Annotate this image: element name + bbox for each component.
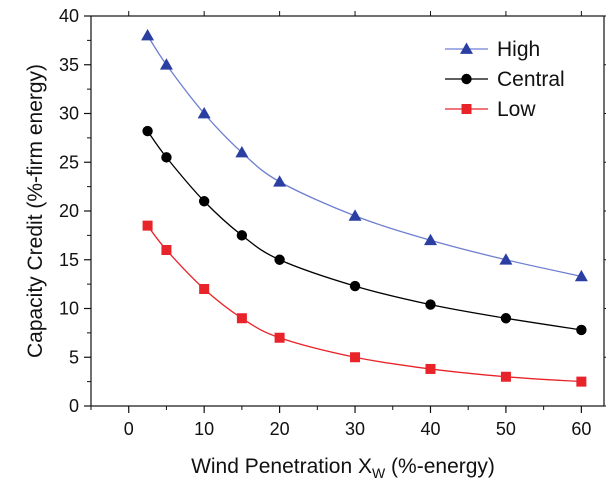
- data-point-low: [576, 376, 587, 387]
- legend-label-low: Low: [497, 98, 536, 121]
- y-tick-label: 40: [59, 6, 79, 26]
- series-line-low: [147, 225, 582, 383]
- data-point-low: [199, 284, 210, 294]
- data-point-high: [141, 29, 155, 41]
- y-tick-label: 25: [59, 152, 79, 172]
- data-point-high: [235, 146, 249, 158]
- legend-item-high: High: [445, 38, 540, 61]
- x-tick-label: 20: [270, 419, 290, 439]
- series-line-central: [147, 130, 582, 331]
- y-tick-label: 15: [59, 250, 79, 270]
- y-tick-label: 30: [59, 104, 79, 124]
- x-tick-label: 50: [496, 419, 516, 439]
- legend-item-low: Low: [445, 98, 536, 121]
- data-point-central: [349, 280, 361, 292]
- y-tick-label: 35: [59, 55, 79, 75]
- data-point-high: [423, 233, 437, 246]
- series-layer: [141, 29, 588, 387]
- x-tick-label: 10: [194, 419, 214, 439]
- data-point-high: [273, 175, 287, 187]
- data-point-central: [425, 299, 436, 310]
- legend-marker-high: [460, 42, 473, 54]
- data-point-central: [274, 254, 285, 265]
- data-point-low: [274, 332, 285, 343]
- series-central: [142, 125, 587, 336]
- data-point-low: [350, 352, 361, 363]
- legend-marker-central: [461, 73, 472, 85]
- legend: High Central Low: [445, 38, 565, 121]
- data-point-central: [161, 152, 172, 163]
- legend-item-central: Central: [445, 68, 565, 91]
- x-tick-label: 40: [420, 419, 440, 439]
- data-point-low: [425, 363, 436, 374]
- data-point-low: [236, 313, 247, 324]
- data-point-high: [348, 209, 362, 221]
- legend-marker-low: [461, 104, 472, 114]
- x-tick-label: 30: [345, 419, 365, 439]
- plot-axes: 0 10 20 30 40 50 60 0 5 10 15 20 25 30 35 40: [59, 6, 606, 439]
- data-point-central: [576, 324, 587, 336]
- data-point-high: [197, 107, 211, 119]
- series-low: [142, 220, 587, 387]
- series-high: [141, 29, 588, 282]
- data-point-high: [159, 58, 173, 70]
- data-point-high: [574, 269, 588, 282]
- y-tick-label: 20: [59, 201, 79, 221]
- data-point-low: [500, 371, 511, 382]
- data-point-low: [142, 220, 153, 231]
- x-tick-label: 0: [124, 419, 134, 439]
- data-point-central: [142, 125, 153, 137]
- x-axis-title-subscript: W: [372, 465, 386, 479]
- y-tick-label: 10: [59, 299, 79, 319]
- data-point-central: [500, 313, 512, 324]
- x-axis-title: Wind Penetration XW (%-energy): [191, 455, 495, 479]
- legend-label-central: Central: [497, 68, 565, 91]
- data-point-central: [198, 196, 210, 207]
- data-point-low: [161, 245, 172, 255]
- y-tick-label: 0: [69, 396, 79, 416]
- y-tick-label: 5: [69, 347, 79, 367]
- y-axis-title: Capacity Credit (%-firm energy): [24, 64, 47, 358]
- data-point-high: [499, 253, 513, 265]
- legend-label-high: High: [497, 38, 540, 61]
- data-point-central: [236, 230, 248, 241]
- series-line-high: [147, 35, 582, 277]
- x-tick-label: 60: [571, 419, 591, 439]
